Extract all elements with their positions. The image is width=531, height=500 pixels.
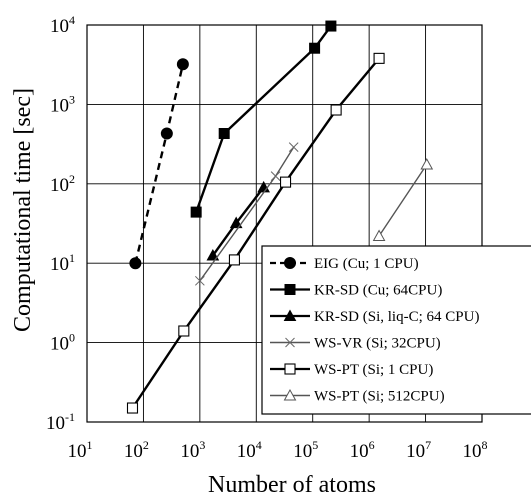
data-point (284, 284, 296, 295)
series-line (378, 164, 428, 237)
y-tick-label: 104 (50, 13, 75, 37)
data-point (129, 257, 142, 270)
x-axis-title: Number of atoms (208, 472, 376, 498)
legend: EIG (Cu; 1 CPU) KR-SD (Cu; 64CPU) KR-SD (S… (261, 245, 531, 415)
plot-frame (86, 24, 483, 423)
x-tick-label: 102 (124, 438, 149, 462)
data-point (309, 42, 321, 54)
data-point (279, 176, 292, 188)
legend-label: WS-PT (Si; 1 CPU) (314, 362, 433, 378)
x-tick-label: 108 (463, 438, 488, 462)
y-tick-label: 100 (50, 331, 75, 355)
legend-item: EIG (Cu; 1 CPU) (270, 256, 419, 272)
legend-item: KR-SD (Si, liq-C; 64 CPU) (270, 309, 479, 325)
series-line (131, 57, 381, 409)
data-point (229, 216, 243, 229)
series (372, 157, 434, 242)
legend-label: WS-VR (Si; 32CPU) (314, 336, 441, 352)
data-point (195, 275, 205, 286)
x-tick-label: 105 (293, 438, 318, 462)
legend-box (261, 245, 531, 415)
data-point (420, 157, 434, 170)
data-point (285, 337, 295, 348)
x-tick-label: 101 (68, 438, 93, 462)
data-point (228, 254, 240, 266)
data-point (284, 363, 296, 375)
y-tick-label: 10-1 (46, 410, 75, 434)
legend-label: EIG (Cu; 1 CPU) (314, 256, 419, 272)
legend-item: KR-SD (Cu; 64CPU) (270, 283, 442, 299)
data-point (288, 142, 299, 152)
y-tick-label: 103 (50, 92, 75, 116)
x-axis-ticks: 101 102 103 104 105 106 107 108 (68, 438, 488, 462)
x-tick-label: 104 (237, 438, 262, 462)
series (195, 142, 299, 286)
y-axis-title: Computational time [sec] (10, 88, 36, 332)
data-point (160, 127, 173, 140)
data-point (270, 171, 281, 181)
data-point-stroke (288, 142, 299, 152)
data-point (330, 104, 342, 116)
data-point (190, 206, 202, 218)
legend-label: WS-PT (Si; 512CPU) (314, 389, 445, 405)
data-point (372, 229, 386, 242)
data-point (178, 325, 190, 337)
series-line (195, 25, 332, 213)
data-point-stroke (195, 275, 205, 286)
y-tick-label: 101 (50, 251, 75, 275)
legend-label: KR-SD (Si, liq-C; 64 CPU) (314, 309, 479, 325)
x-tick-label: 107 (406, 438, 431, 462)
data-point (176, 58, 189, 71)
data-point (373, 52, 385, 64)
legend-label: KR-SD (Cu; 64CPU) (314, 283, 442, 299)
data-point (283, 388, 297, 401)
series (129, 58, 189, 270)
data-point-stroke (285, 337, 295, 348)
series-line (134, 64, 185, 264)
y-tick-label: 102 (50, 172, 75, 196)
data-point (325, 20, 337, 32)
series (190, 20, 337, 218)
data-point-stroke (270, 171, 281, 181)
series (126, 52, 385, 414)
data-point (218, 128, 230, 140)
data-point (283, 309, 297, 321)
legend-item: WS-PT (Si; 512CPU) (270, 389, 445, 405)
data-point (206, 248, 220, 261)
legend-item: WS-VR (Si; 32CPU) (270, 336, 441, 352)
series-layer (126, 20, 434, 414)
x-tick-label: 106 (350, 438, 375, 462)
legend-item: WS-PT (Si; 1 CPU) (270, 362, 433, 378)
data-point (284, 257, 296, 269)
x-tick-label: 103 (180, 438, 205, 462)
data-point (126, 402, 139, 414)
y-axis-ticks: 10-1 100 101 102 103 104 (46, 13, 75, 434)
